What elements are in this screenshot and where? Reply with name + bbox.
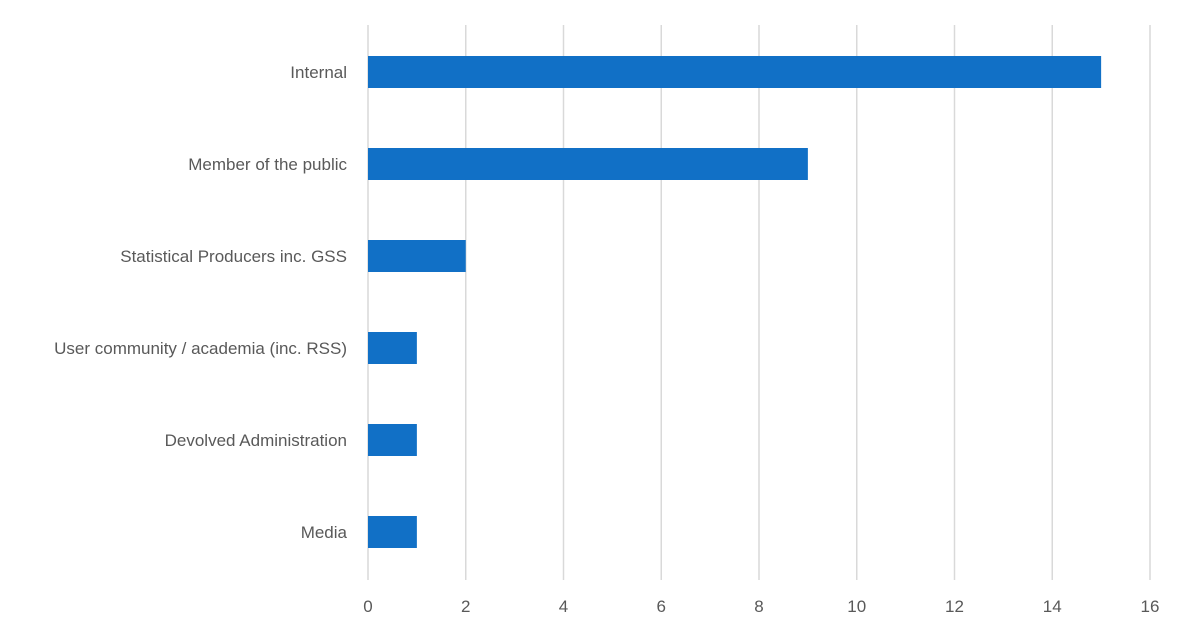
x-tick-label: 0 bbox=[363, 597, 372, 616]
bar-3 bbox=[368, 332, 417, 364]
bar-4 bbox=[368, 424, 417, 456]
x-tick-label: 10 bbox=[847, 597, 866, 616]
x-tick-label: 12 bbox=[945, 597, 964, 616]
category-label: Member of the public bbox=[188, 155, 347, 174]
bar-5 bbox=[368, 516, 417, 548]
category-label: User community / academia (inc. RSS) bbox=[54, 339, 347, 358]
x-axis-tick-labels: 0 2 4 6 8 10 12 14 16 bbox=[363, 597, 1159, 616]
bars bbox=[368, 56, 1102, 548]
x-tick-label: 6 bbox=[657, 597, 666, 616]
category-labels: Internal Member of the public Statistical … bbox=[54, 63, 347, 542]
x-tick-label: 2 bbox=[461, 597, 470, 616]
x-tick-label: 4 bbox=[559, 597, 568, 616]
x-tick-label: 16 bbox=[1141, 597, 1160, 616]
bar-1 bbox=[368, 148, 808, 180]
bar-0 bbox=[368, 56, 1102, 88]
category-label: Devolved Administration bbox=[165, 431, 347, 450]
category-label: Internal bbox=[290, 63, 347, 82]
gridlines bbox=[367, 25, 1151, 580]
x-tick-label: 8 bbox=[754, 597, 763, 616]
category-label: Media bbox=[301, 523, 348, 542]
category-label: Statistical Producers inc. GSS bbox=[120, 247, 347, 266]
bar-2 bbox=[368, 240, 466, 272]
x-tick-label: 14 bbox=[1043, 597, 1062, 616]
